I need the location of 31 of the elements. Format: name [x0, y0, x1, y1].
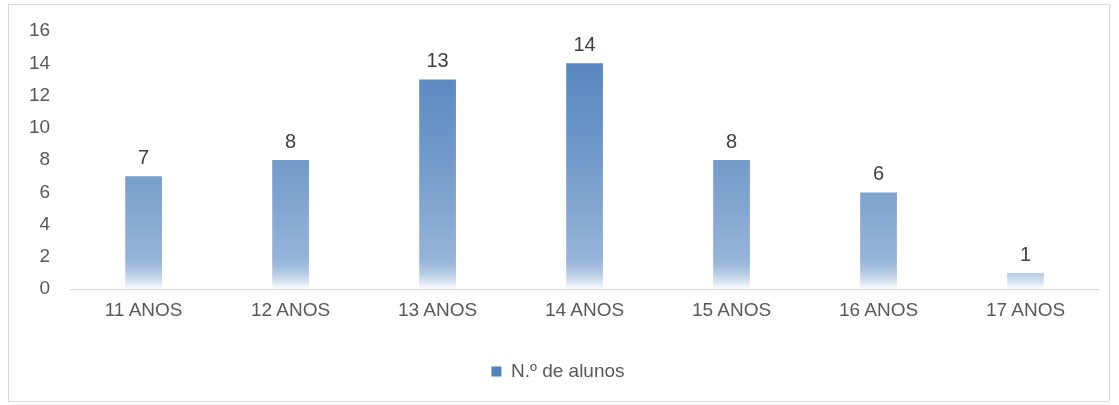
data-label: 13: [426, 48, 449, 71]
data-label: 8: [285, 129, 297, 152]
x-tick-label: 17 ANOS: [985, 298, 1066, 320]
bar: [566, 63, 603, 290]
y-tick-label: 2: [39, 245, 51, 267]
bar: [713, 160, 750, 290]
bar: [125, 176, 162, 290]
x-tick-label: 12 ANOS: [251, 298, 331, 320]
bar: [1007, 273, 1044, 290]
data-label: 8: [725, 129, 738, 152]
legend-label: N.º de alunos: [510, 359, 625, 381]
x-tick-label: 14 ANOS: [544, 298, 625, 320]
y-tick-label: 0: [39, 277, 51, 299]
x-tick-label: 11 ANOS: [104, 298, 183, 320]
data-label: 6: [872, 161, 885, 184]
bar: [272, 160, 309, 290]
x-tick-label: 15 ANOS: [691, 298, 772, 320]
data-label: 1: [1019, 242, 1032, 265]
y-tick-label: 6: [39, 180, 51, 202]
x-tick-label: 13 ANOS: [397, 298, 478, 320]
y-tick-label: 16: [28, 19, 51, 41]
data-label: 14: [573, 32, 596, 55]
y-tick-label: 10: [28, 116, 51, 138]
y-tick-label: 12: [28, 83, 51, 105]
y-tick-label: 8: [39, 148, 51, 170]
bar: [419, 79, 456, 290]
bar: [860, 192, 897, 290]
data-label: 7: [138, 145, 150, 168]
y-tick-label: 4: [39, 212, 51, 234]
x-tick-label: 16 ANOS: [838, 298, 919, 320]
y-tick-label: 14: [28, 51, 51, 73]
